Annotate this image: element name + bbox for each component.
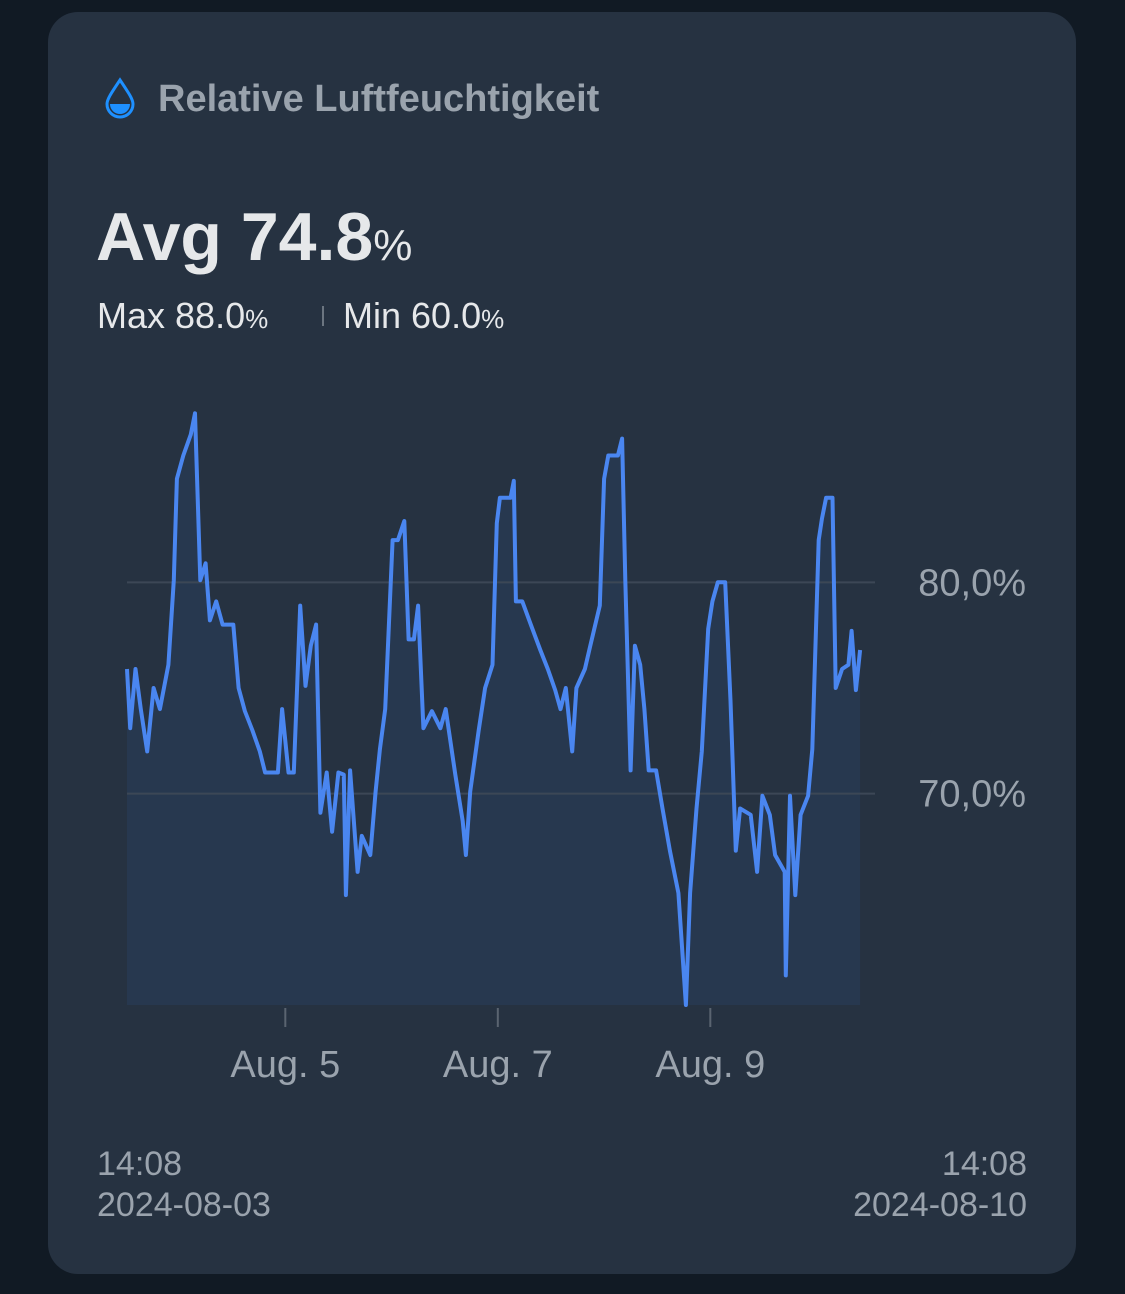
avg-label: Avg bbox=[96, 199, 222, 275]
min-unit: % bbox=[481, 304, 504, 334]
avg-unit: % bbox=[373, 221, 412, 270]
drop-fill bbox=[110, 104, 130, 114]
drop-icon bbox=[105, 77, 135, 119]
x-tick-label: Aug. 9 bbox=[655, 1044, 765, 1086]
start-date: 2024-08-03 bbox=[97, 1186, 271, 1224]
x-tick-label: Aug. 5 bbox=[230, 1044, 340, 1086]
min-value: 60.0 bbox=[411, 295, 481, 336]
min: Min 60.0% bbox=[343, 295, 504, 336]
max-label: Max bbox=[97, 295, 165, 336]
start-time: 14:08 bbox=[97, 1145, 182, 1183]
line bbox=[125, 411, 863, 1007]
area bbox=[127, 413, 861, 1005]
end-date: 2024-08-10 bbox=[853, 1186, 1027, 1224]
y-tick-label: 80,0% bbox=[918, 562, 1026, 604]
max-unit: % bbox=[245, 304, 268, 334]
min-label: Min bbox=[343, 295, 401, 336]
end-time: 14:08 bbox=[942, 1145, 1027, 1183]
plot: 70,0% 80,0% Aug. 5 Aug. 7 Aug. 9 bbox=[125, 411, 1026, 1086]
x-tick-label: Aug. 7 bbox=[443, 1044, 553, 1086]
avg-value: 74.8 bbox=[241, 199, 373, 275]
card-title: Relative Luftfeuchtigkeit bbox=[158, 78, 600, 120]
y-tick-label: 70,0% bbox=[918, 774, 1026, 816]
max-value: 88.0 bbox=[175, 295, 245, 336]
avg: Avg 74.8% bbox=[96, 199, 412, 275]
max: Max 88.0% bbox=[97, 295, 268, 336]
